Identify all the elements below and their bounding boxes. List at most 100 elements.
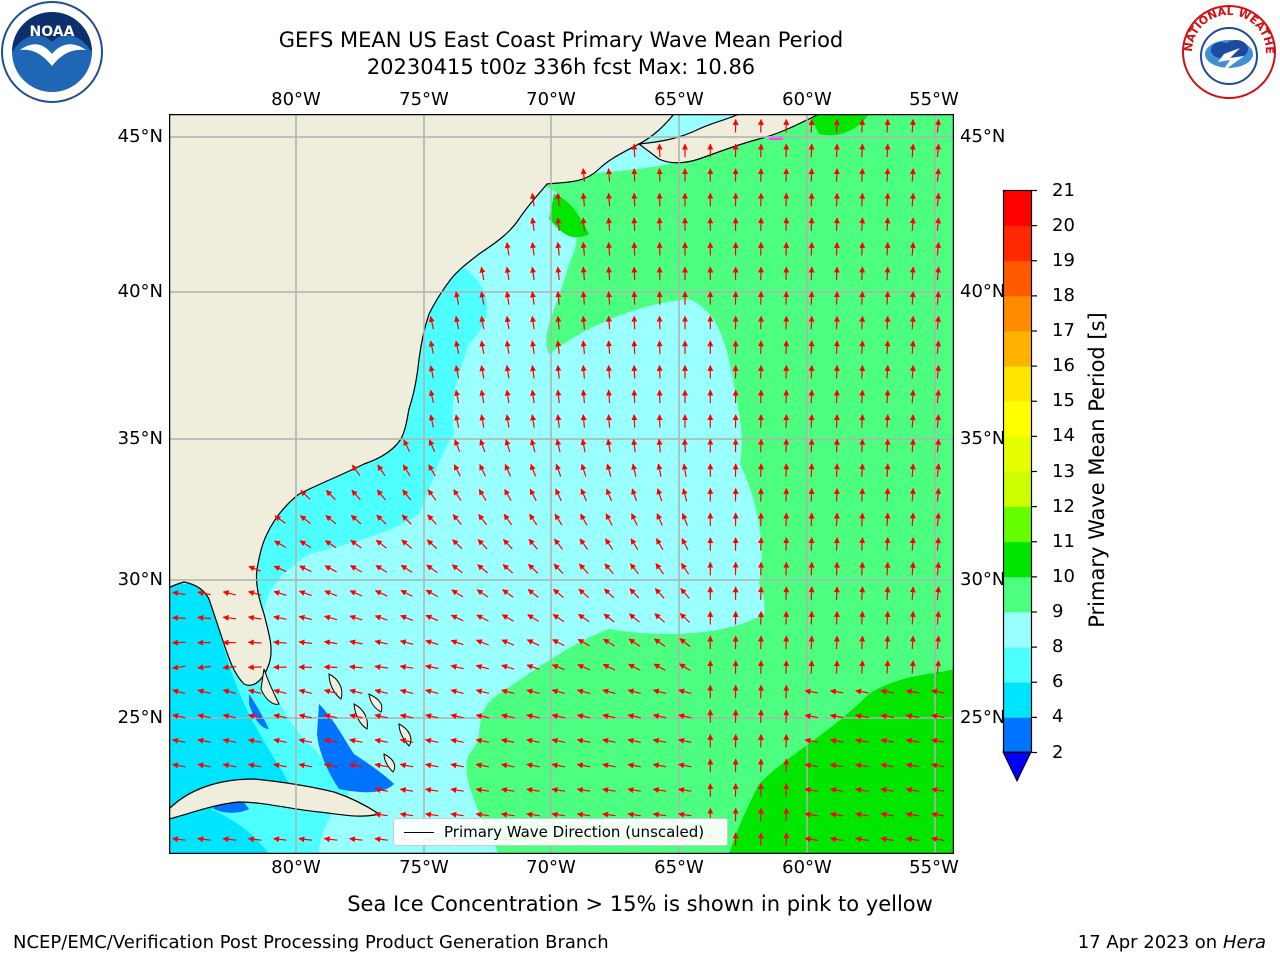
wave-direction-arrow (833, 364, 840, 379)
wave-direction-arrow (833, 438, 840, 453)
wave-direction-arrow (475, 811, 490, 818)
wave-direction-arrow (500, 811, 515, 818)
wave-direction-arrow (377, 464, 386, 477)
wave-direction-arrow (935, 610, 942, 625)
wave-direction-arrow (551, 787, 565, 793)
wave-direction-arrow (833, 537, 840, 551)
lat-label-left-35n: 35°N (117, 428, 163, 449)
wave-direction-arrow (273, 590, 287, 596)
colorbar-tick-label: 8 (1052, 636, 1064, 658)
wave-direction-arrow (530, 389, 537, 404)
wave-direction-arrow (479, 291, 486, 305)
wave-direction-arrow (808, 315, 815, 330)
wave-direction-arrow (450, 664, 464, 670)
wave-direction-arrow (576, 688, 591, 695)
wave-direction-arrow (909, 217, 916, 231)
colorbar-band (1003, 647, 1032, 683)
wave-direction-arrow (631, 364, 638, 379)
wave-direction-arrow (935, 438, 942, 453)
wave-direction-arrow (580, 192, 587, 207)
wave-direction-arrow (606, 217, 613, 231)
wave-direction-arrow (403, 439, 411, 452)
wave-direction-arrow (909, 660, 916, 674)
wave-direction-arrow (859, 512, 866, 527)
wave-direction-arrow (349, 664, 363, 671)
wave-direction-arrow (399, 737, 414, 744)
wave-direction-arrow (931, 836, 945, 843)
wave-direction-arrow (222, 762, 237, 769)
wave-direction-arrow (504, 340, 511, 354)
wave-direction-arrow (454, 291, 461, 305)
wave-direction-arrow (935, 291, 942, 305)
wave-direction-arrow (905, 713, 920, 720)
wave-direction-arrow (530, 217, 537, 231)
wave-direction-arrow (399, 762, 414, 769)
wave-direction-arrow (552, 613, 565, 623)
wave-direction-arrow (171, 639, 186, 646)
wave-direction-arrow (454, 414, 461, 428)
wave-direction-arrow (479, 266, 486, 281)
wave-direction-arrow (553, 588, 564, 599)
wave-direction-arrow (451, 564, 463, 574)
wave-direction-arrow (681, 537, 689, 551)
wave-direction-arrow (935, 487, 942, 502)
wave-direction-arrow (909, 118, 916, 133)
wave-direction-arrow (652, 762, 667, 769)
wave-direction-arrow (833, 168, 840, 182)
wave-direction-arrow (884, 364, 891, 379)
wave-direction-arrow (833, 291, 840, 305)
wave-direction-arrow (555, 266, 562, 281)
wave-direction-arrow (631, 513, 638, 526)
wave-direction-arrow (374, 688, 388, 695)
wave-direction-arrow (504, 488, 512, 501)
wave-direction-arrow (401, 539, 413, 549)
wave-direction-arrow (399, 688, 414, 695)
wave-direction-arrow (631, 143, 638, 158)
wave-direction-arrow (222, 688, 237, 695)
wave-direction-arrow (808, 168, 815, 182)
wave-direction-arrow (450, 688, 464, 695)
wave-direction-arrow (478, 488, 487, 501)
wave-direction-arrow (247, 737, 262, 744)
wave-direction-arrow (808, 217, 815, 231)
wave-direction-arrow (451, 589, 464, 598)
wave-direction-arrow (833, 266, 840, 281)
lon-label-bottom-55w: 55°W (909, 857, 959, 878)
wave-direction-arrow (580, 340, 587, 354)
wave-direction-arrow (909, 241, 916, 256)
wave-direction-arrow (555, 389, 562, 404)
wave-direction-arrow (829, 737, 844, 744)
wave-direction-arrow (628, 613, 640, 623)
wave-direction-arrow (274, 540, 287, 548)
wave-direction-arrow (808, 635, 815, 650)
wave-direction-arrow (324, 565, 337, 573)
wave-direction-arrow (627, 688, 641, 695)
wave-direction-arrow (450, 639, 464, 646)
wave-direction-arrow (503, 538, 513, 550)
wave-direction-arrow (529, 513, 538, 526)
colorbar-band (1003, 471, 1032, 508)
wave-direction-arrow (631, 488, 638, 502)
wave-direction-arrow (808, 192, 815, 207)
wave-direction-arrow (855, 688, 869, 695)
colorbar-label-text: Primary Wave Mean Period [s] (1085, 312, 1109, 628)
wave-direction-arrow (884, 340, 891, 354)
wave-direction-arrow (580, 241, 587, 256)
lon-label-top-65w: 65°W (654, 89, 704, 110)
sea-ice-note-text: Sea Ice Concentration > 15% is shown in … (347, 892, 933, 916)
wave-direction-arrow (580, 217, 587, 231)
wave-direction-arrow (884, 118, 891, 133)
wave-direction-arrow (576, 787, 591, 793)
wave-direction-arrow (399, 811, 414, 818)
lat-label-right-45n: 45°N (960, 126, 1006, 147)
wave-direction-arrow (504, 463, 512, 477)
wave-direction-arrow (804, 787, 819, 793)
wave-direction-arrow (479, 439, 486, 453)
lon-label-top-70w: 70°W (526, 89, 576, 110)
wave-direction-arrow (504, 414, 511, 428)
wave-direction-arrow (909, 438, 916, 453)
colorbar-tick-label: 6 (1052, 671, 1064, 693)
wave-direction-arrow (222, 836, 237, 843)
wave-direction-arrows (171, 118, 945, 846)
wave-direction-arrow (931, 811, 945, 818)
